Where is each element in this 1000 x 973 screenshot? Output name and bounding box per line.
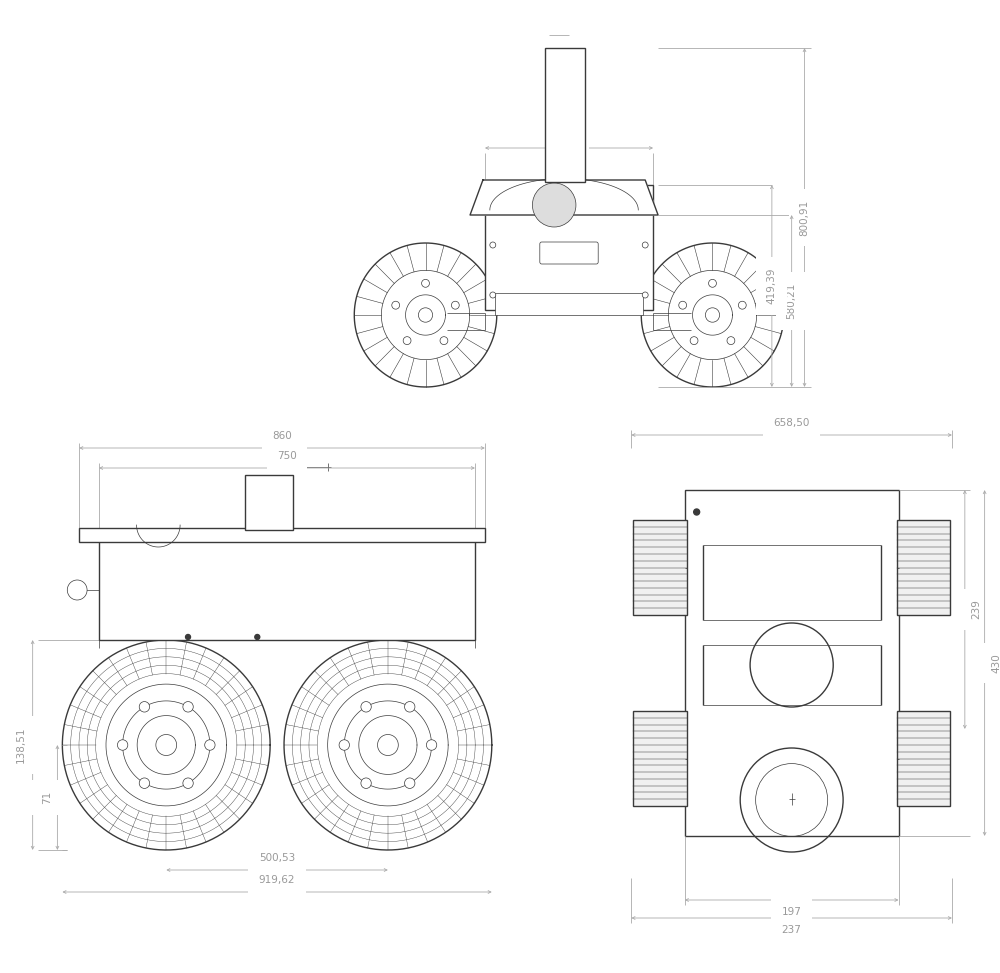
Circle shape (532, 183, 576, 227)
Text: 138,51: 138,51 (16, 727, 26, 763)
Circle shape (117, 739, 128, 750)
Text: 248: 248 (559, 131, 579, 141)
Bar (495, 293, 643, 315)
Bar (685, 490, 899, 836)
Text: 239: 239 (972, 599, 982, 620)
Text: 919,62: 919,62 (259, 875, 295, 885)
Circle shape (378, 735, 398, 755)
Text: 750: 750 (277, 451, 297, 461)
Circle shape (361, 702, 371, 712)
Circle shape (255, 634, 260, 639)
Circle shape (183, 778, 193, 788)
Circle shape (392, 302, 400, 309)
Text: 197: 197 (782, 907, 802, 917)
Circle shape (440, 337, 448, 344)
Bar (897, 711, 950, 806)
Bar (545, 48, 585, 182)
Text: 419,39: 419,39 (767, 268, 777, 305)
Circle shape (690, 337, 698, 344)
Bar (703, 645, 881, 705)
Circle shape (694, 509, 700, 515)
Circle shape (405, 702, 415, 712)
Circle shape (642, 242, 648, 248)
Circle shape (426, 739, 437, 750)
Circle shape (405, 778, 415, 788)
Circle shape (709, 279, 716, 287)
Circle shape (490, 292, 496, 298)
Bar (897, 520, 950, 615)
Circle shape (205, 739, 215, 750)
Circle shape (738, 302, 746, 309)
Text: 580,21: 580,21 (787, 283, 797, 319)
Circle shape (418, 307, 433, 322)
Circle shape (186, 634, 190, 639)
Circle shape (67, 580, 87, 600)
FancyBboxPatch shape (540, 242, 598, 264)
Bar (245, 475, 293, 530)
Circle shape (139, 702, 150, 712)
Circle shape (642, 292, 648, 298)
Text: 237: 237 (782, 925, 802, 935)
Text: 430: 430 (992, 653, 1000, 673)
Text: 658,50: 658,50 (773, 418, 810, 428)
Circle shape (139, 778, 150, 788)
Bar (633, 711, 687, 806)
Polygon shape (470, 180, 658, 215)
Circle shape (490, 242, 496, 248)
Bar (703, 545, 881, 620)
Circle shape (361, 778, 371, 788)
Bar (99, 540, 475, 640)
Circle shape (422, 279, 429, 287)
Circle shape (339, 739, 349, 750)
Bar (633, 520, 687, 615)
Circle shape (705, 307, 720, 322)
Text: 500,53: 500,53 (259, 853, 295, 863)
Circle shape (451, 302, 459, 309)
Circle shape (156, 735, 177, 755)
Text: 71: 71 (42, 791, 52, 804)
Text: 860: 860 (272, 431, 292, 441)
Bar (79, 528, 485, 542)
Text: 800,91: 800,91 (800, 199, 810, 235)
Circle shape (403, 337, 411, 344)
Circle shape (183, 702, 193, 712)
Circle shape (679, 302, 687, 309)
Bar (485, 185, 653, 310)
Circle shape (727, 337, 735, 344)
